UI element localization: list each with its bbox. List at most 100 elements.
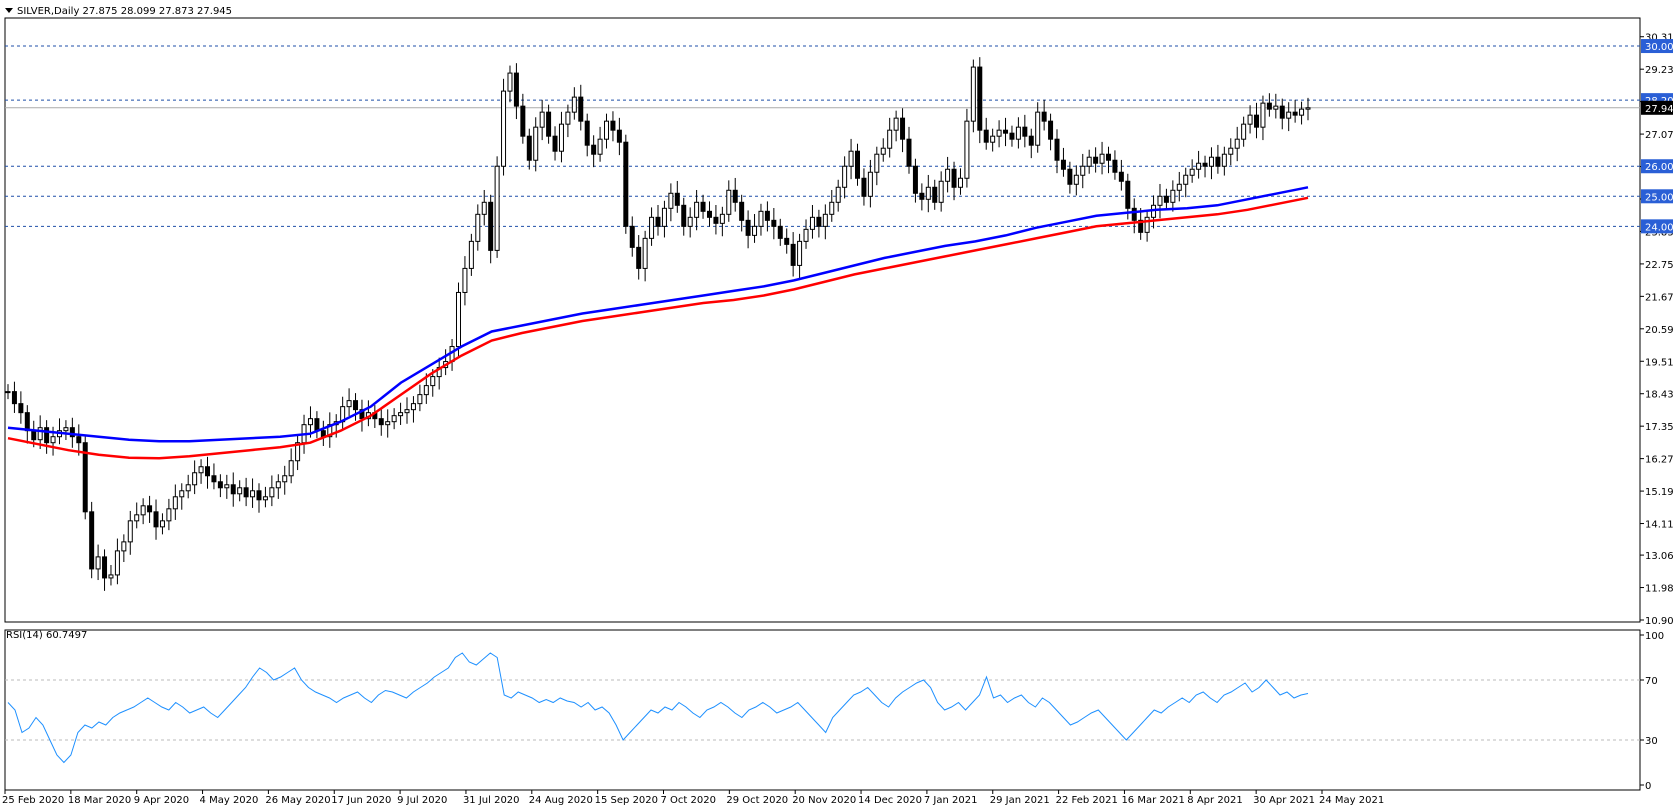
candle-body	[423, 385, 429, 396]
candle-body	[610, 120, 616, 131]
price-tick-label: 30.310	[1645, 33, 1673, 44]
price-tick-label: 10.900	[1645, 616, 1673, 627]
candle-body	[455, 291, 461, 348]
candle-body	[159, 520, 165, 528]
rsi-tick-label: 30	[1645, 736, 1658, 747]
candle-body	[674, 192, 680, 206]
candle-body	[629, 225, 635, 248]
candle-body	[983, 129, 989, 143]
candle-body	[262, 496, 268, 501]
price-tick-label: 20.590	[1645, 325, 1673, 336]
candle-body	[900, 117, 906, 140]
candle-body	[217, 481, 223, 489]
candle-body	[700, 201, 706, 212]
candle-body	[816, 216, 822, 227]
price-tick-label: 21.670	[1645, 292, 1673, 303]
candle-body	[539, 111, 545, 128]
candle-body	[481, 201, 487, 215]
candle-body	[1125, 180, 1131, 209]
rsi-tick-label: 0	[1645, 781, 1651, 792]
candle-body	[1022, 126, 1028, 137]
candle-body	[314, 418, 320, 432]
candle-body	[102, 556, 108, 579]
candle-body	[1144, 216, 1150, 233]
candle-body	[1060, 159, 1066, 170]
time-tick-label: 20 Nov 2020	[792, 795, 856, 806]
time-tick-label: 24 Aug 2020	[529, 795, 593, 806]
candle-body	[1131, 207, 1137, 221]
time-tick-label: 4 May 2020	[200, 795, 259, 806]
current-price-label: 27.945	[1645, 104, 1673, 115]
candle-body	[513, 72, 519, 107]
symbol-header: SILVER,Daily 27.875 28.099 27.873 27.945	[5, 6, 232, 17]
candle-body	[256, 490, 262, 501]
candle-body	[69, 427, 75, 438]
candle-body	[642, 237, 648, 269]
dropdown-triangle-icon[interactable]	[5, 8, 13, 13]
candle-body	[488, 201, 494, 251]
candle-body	[719, 213, 725, 224]
candle-body	[951, 168, 957, 188]
time-tick-label: 26 May 2020	[265, 795, 330, 806]
candle-body	[95, 556, 101, 570]
candle-body	[346, 400, 352, 408]
candle-body	[706, 210, 712, 218]
candle-body	[681, 204, 687, 227]
candle-body	[597, 138, 603, 155]
candle-body	[880, 147, 886, 155]
candle-body	[398, 412, 404, 417]
candle-body	[11, 391, 17, 405]
candle-body	[623, 141, 629, 227]
price-tick-label: 29.230	[1645, 65, 1673, 76]
candle-body	[938, 180, 944, 203]
candle-body	[977, 66, 983, 131]
candle-body	[1266, 102, 1272, 110]
time-tick-label: 25 Feb 2020	[2, 795, 64, 806]
candle-body	[1273, 105, 1279, 110]
candle-body	[1048, 120, 1054, 140]
candle-body	[1234, 138, 1240, 149]
candle-body	[809, 216, 815, 230]
candle-body	[829, 201, 835, 215]
candle-body	[501, 90, 507, 167]
candle-body	[835, 186, 841, 203]
candle-body	[127, 520, 133, 543]
candle-body	[63, 427, 69, 432]
candle-body	[887, 129, 893, 149]
price-tick-label: 27.070	[1645, 130, 1673, 141]
candle-body	[584, 120, 590, 146]
candle-body	[636, 246, 642, 269]
candle-body	[526, 135, 532, 161]
candle-body	[784, 237, 790, 245]
price-tick-label: 17.350	[1645, 422, 1673, 433]
candle-body	[114, 550, 120, 576]
candle-body	[661, 207, 667, 227]
candle-body	[1067, 168, 1073, 185]
candle-body	[970, 66, 976, 122]
candle-body	[468, 240, 474, 269]
candle-body	[752, 225, 758, 236]
candle-body	[758, 210, 764, 227]
time-tick-label: 29 Jan 2021	[990, 795, 1050, 806]
candle-body	[694, 201, 700, 218]
candle-body	[745, 219, 751, 236]
candle-body	[153, 511, 159, 528]
candle-body	[1118, 171, 1124, 182]
candle-body	[1054, 138, 1060, 161]
candle-body	[578, 96, 584, 122]
candle-body	[192, 472, 198, 486]
candle-body	[932, 186, 938, 203]
candle-body	[179, 490, 185, 498]
candle-body	[134, 514, 140, 522]
candle-body	[37, 427, 43, 441]
moving-average-blue-line	[7, 186, 1309, 443]
price-tick-label: 15.190	[1645, 487, 1673, 498]
candle-body	[147, 505, 153, 513]
candle-body	[990, 135, 996, 143]
time-tick-label: 17 Jun 2020	[331, 795, 391, 806]
candle-body	[1183, 174, 1189, 185]
price-tick-label: 19.510	[1645, 357, 1673, 368]
candle-body	[777, 225, 783, 239]
candle-body	[996, 129, 1002, 137]
candle-body	[307, 418, 313, 426]
